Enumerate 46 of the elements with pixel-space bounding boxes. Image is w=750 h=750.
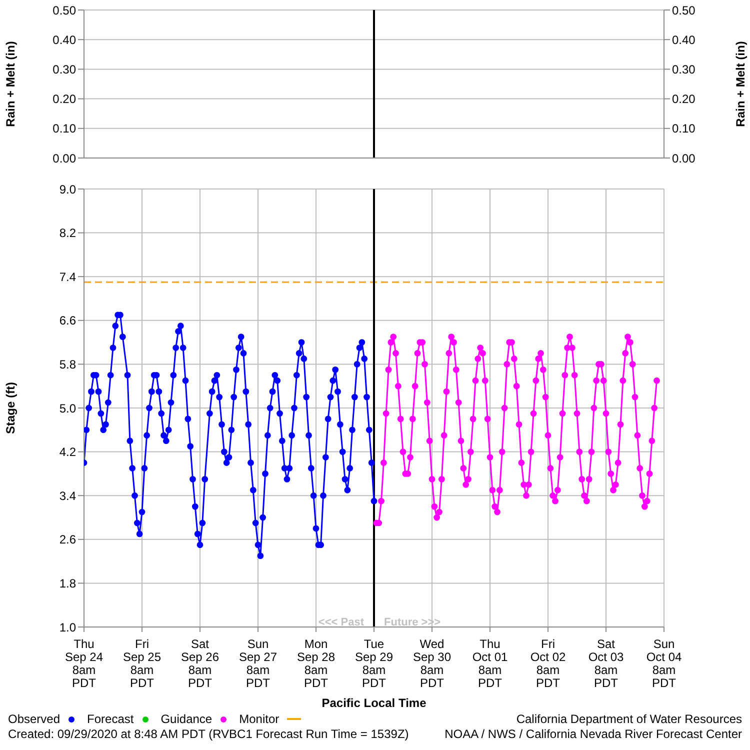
- y2-tick-label: 0.40: [672, 32, 696, 47]
- y-tick-label: 0.00: [52, 151, 76, 166]
- y-axis-title: Stage (ft): [3, 382, 18, 434]
- y-tick-label: 1.8: [59, 576, 76, 590]
- y2-tick-label: 0.30: [672, 62, 696, 76]
- x-tick-label: Tue Sep 29 8am PDT: [354, 637, 394, 690]
- x-tick-label: Fri Sep 25 8am PDT: [122, 637, 162, 690]
- y-tick-label: 0.30: [52, 62, 76, 76]
- x-tick-label: Mon Sep 28 8am PDT: [296, 637, 336, 690]
- y2-tick-label: 0.20: [672, 92, 696, 106]
- x-tick-label: Sat Oct 03 8am PDT: [588, 637, 624, 690]
- y-tick-label: 1.0: [59, 620, 76, 634]
- x-tick-label: Wed Sep 30 8am PDT: [412, 637, 452, 690]
- y-axis-title: Rain + Melt (in): [3, 41, 18, 127]
- legend-label: Forecast: [87, 712, 134, 726]
- legend-label: Guidance: [160, 712, 212, 726]
- annotation: <<< Past: [318, 616, 364, 628]
- y2-tick-label: 0.00: [672, 151, 696, 166]
- y-tick-label: 5.0: [59, 401, 76, 416]
- text: NOAA / NWS / California Nevada River Forecast Center: [444, 727, 742, 742]
- x-tick-label: Thu Sep 24 8am PDT: [64, 637, 104, 690]
- y-tick-label: 0.20: [52, 92, 76, 106]
- y-tick-label: 3.4: [59, 488, 76, 503]
- text: California Department of Water Resources: [515, 712, 742, 727]
- legend-label: Observed: [8, 712, 60, 726]
- x-tick-label: Thu Oct 01 8am PDT: [472, 637, 508, 690]
- y2-tick-label: 0.50: [672, 3, 696, 18]
- x-tick-label: Sat Sep 26 8am PDT: [180, 637, 220, 690]
- legend-label: Monitor: [239, 712, 280, 726]
- text: Created: 09/29/2020 at 8:48 AM PDT (RVBC1 Forecast Run Time = 1539Z): [8, 727, 409, 741]
- y-tick-label: 7.4: [59, 270, 76, 284]
- y-tick-label: 0.10: [52, 122, 76, 136]
- y2-tick-label: 0.10: [672, 122, 696, 136]
- x-tick-label: Sun Oct 04 8am PDT: [646, 637, 682, 690]
- x-tick-label: Fri Oct 02 8am PDT: [530, 637, 566, 690]
- y-tick-label: 5.8: [59, 357, 76, 372]
- y-tick-label: 6.6: [59, 314, 76, 328]
- y-tick-label: 4.2: [59, 445, 76, 460]
- x-tick-label: Sun Sep 27 8am PDT: [238, 637, 278, 690]
- y-tick-label: 0.50: [52, 3, 76, 18]
- x-axis-title: Pacific Local Time: [322, 696, 427, 710]
- y2-axis-title: Rain + Melt (in): [733, 41, 748, 127]
- y-tick-label: 8.2: [59, 226, 76, 240]
- y-tick-label: 9.0: [59, 182, 76, 196]
- y-tick-label: 2.6: [59, 532, 76, 547]
- y-tick-label: 0.40: [52, 32, 76, 47]
